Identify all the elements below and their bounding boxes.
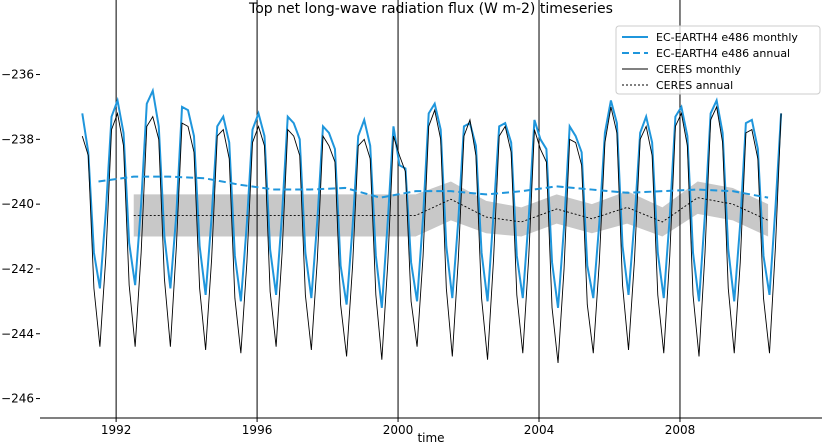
y-tick-label: −238 bbox=[1, 132, 34, 146]
legend-label: EC-EARTH4 e486 annual bbox=[656, 47, 790, 60]
x-tick-label: 2000 bbox=[383, 423, 414, 437]
y-tick-label: −242 bbox=[1, 262, 34, 276]
chart-title: Top net long-wave radiation flux (W m-2)… bbox=[248, 1, 613, 17]
y-tick-label: −236 bbox=[1, 68, 34, 82]
legend-label: EC-EARTH4 e486 monthly bbox=[656, 31, 798, 44]
legend-label: CERES annual bbox=[656, 79, 733, 92]
legend-box bbox=[615, 25, 821, 95]
y-tick-label: −244 bbox=[1, 327, 34, 341]
x-tick-label: 2004 bbox=[524, 423, 555, 437]
x-tick-label: 1996 bbox=[242, 423, 273, 437]
series-line bbox=[81, 87, 783, 308]
y-tick-label: −246 bbox=[1, 392, 34, 406]
series-line bbox=[133, 197, 769, 223]
series-line bbox=[81, 105, 782, 363]
x-tick-label: 2008 bbox=[665, 423, 696, 437]
x-tick-label: 1992 bbox=[101, 423, 132, 437]
uncertainty-band bbox=[133, 181, 769, 237]
series-line bbox=[98, 175, 769, 199]
y-tick-label: −240 bbox=[1, 197, 34, 211]
x-axis-label: time bbox=[417, 431, 444, 445]
legend-label: CERES monthly bbox=[656, 63, 741, 76]
